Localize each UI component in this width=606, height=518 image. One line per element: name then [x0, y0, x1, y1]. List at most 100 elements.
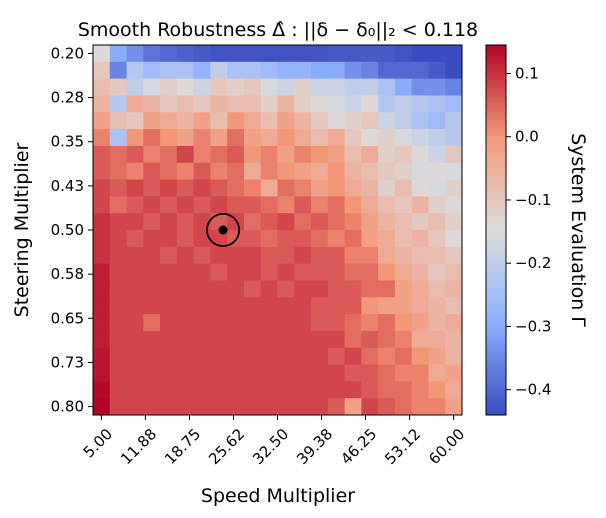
heatmap-cell	[344, 129, 362, 147]
heatmap-cell	[311, 280, 329, 298]
colorbar-tick-label: −0.1	[515, 191, 551, 209]
heatmap-cell	[327, 145, 346, 164]
colorbar-axis: 0.1 0.0 −0.1 −0.2 −0.3 −0.4	[506, 64, 551, 399]
heatmap-cell	[143, 213, 161, 231]
heatmap-cell	[243, 45, 262, 63]
heatmap-cell	[160, 162, 178, 181]
heatmap-cell	[394, 145, 413, 164]
heatmap-cell	[445, 112, 463, 130]
heatmap-cell	[260, 263, 278, 281]
colorbar-label: System Evaluation Γ	[567, 133, 589, 327]
heatmap-cell	[193, 78, 211, 96]
heatmap-cell	[193, 330, 211, 349]
heatmap-cell	[126, 95, 144, 113]
heatmap-cell	[428, 381, 446, 399]
heatmap-cell	[93, 330, 111, 349]
heatmap-cell	[378, 196, 396, 214]
heatmap-cell	[428, 129, 446, 147]
heatmap-cell	[243, 280, 262, 298]
heatmap-cell	[294, 263, 312, 281]
heatmap-cell	[344, 246, 362, 265]
heatmap-cell	[361, 213, 379, 231]
heatmap-cell	[344, 398, 362, 416]
heatmap-cell	[344, 61, 362, 80]
heatmap-cell	[277, 45, 295, 63]
heatmap-cell	[277, 330, 295, 349]
heatmap-cell	[160, 398, 178, 416]
heatmap-cell	[176, 162, 195, 181]
heatmap-cell	[93, 364, 111, 382]
heatmap-cell	[260, 381, 278, 399]
heatmap-cell	[428, 145, 446, 164]
heatmap-cell	[260, 347, 278, 366]
heatmap-cell	[210, 246, 228, 265]
nominal-overlay	[206, 212, 241, 248]
heatmap-cell	[210, 78, 228, 96]
heatmap-cell	[361, 246, 379, 265]
heatmap-cell	[109, 45, 128, 63]
heatmap-cell	[311, 314, 329, 332]
heatmap-cell	[227, 280, 245, 298]
heatmap-cell	[126, 246, 144, 265]
heatmap-cell	[411, 398, 429, 416]
heatmap-cell	[193, 95, 211, 113]
heatmap-cell	[378, 45, 396, 63]
heatmap-cell	[445, 230, 463, 248]
heatmap-cell	[428, 230, 446, 248]
heatmap-cell	[294, 364, 312, 382]
colorbar	[485, 44, 507, 416]
heatmap-cell	[411, 364, 429, 382]
heatmap-cell	[176, 45, 195, 63]
heatmap-cell	[176, 314, 195, 332]
heatmap-cell	[227, 246, 245, 265]
heatmap-cell	[445, 45, 463, 63]
heatmap-cell	[294, 280, 312, 298]
heatmap-cell	[411, 213, 429, 231]
robustness-circle	[206, 212, 241, 248]
heatmap-cell	[311, 398, 329, 416]
x-axis: 5.00 11.88 18.75 25.62 32.50 39.38 46.25 53.12 6…	[80, 415, 468, 468]
heatmap-cell	[210, 280, 228, 298]
heatmap-cell	[193, 364, 211, 382]
heatmap-cell	[394, 213, 413, 231]
heatmap-cell	[143, 145, 161, 164]
heatmap-cell	[344, 314, 362, 332]
heatmap-cell	[277, 112, 295, 130]
heatmap-cell	[160, 112, 178, 130]
heatmap-cell	[428, 162, 446, 181]
heatmap-cell	[176, 78, 195, 96]
heatmap-cell	[143, 179, 161, 197]
heatmap-cell	[210, 347, 228, 366]
heatmap-cell	[277, 145, 295, 164]
heatmap-cell	[193, 263, 211, 281]
heatmap-cell	[210, 196, 228, 214]
heatmap-cell	[394, 162, 413, 181]
heatmap-cell	[109, 263, 128, 281]
heatmap-cell	[277, 364, 295, 382]
heatmap-cell	[411, 297, 429, 315]
heatmap-cell	[193, 196, 211, 214]
heatmap-cell	[93, 213, 111, 231]
heatmap-cell	[93, 61, 111, 80]
heatmap-cell	[378, 314, 396, 332]
heatmap-cell	[93, 314, 111, 332]
heatmap-cell	[160, 61, 178, 80]
x-tick-label: 18.75	[161, 425, 204, 468]
heatmap-cell	[176, 381, 195, 399]
heatmap-cell	[109, 246, 128, 265]
heatmap-cell	[428, 330, 446, 349]
heatmap-cell	[361, 398, 379, 416]
y-tick-label: 0.43	[51, 177, 84, 195]
heatmap-cell	[126, 78, 144, 96]
heatmap-cell	[260, 364, 278, 382]
heatmap-cell	[143, 162, 161, 181]
heatmap-cell	[361, 78, 379, 96]
heatmap-cell	[160, 364, 178, 382]
heatmap-cell	[193, 347, 211, 366]
heatmap-cell	[277, 162, 295, 181]
heatmap-cell	[160, 196, 178, 214]
heatmap-cell	[311, 246, 329, 265]
heatmap-cell	[93, 297, 111, 315]
heatmap-cell	[126, 381, 144, 399]
heatmap-cell	[260, 330, 278, 349]
